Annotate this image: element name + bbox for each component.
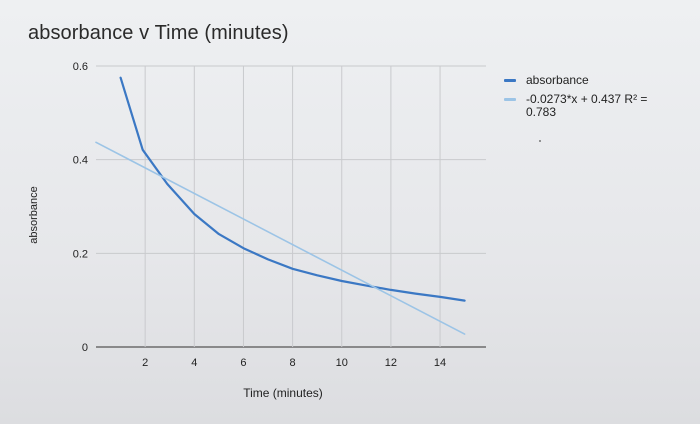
x-tick-label: 4: [191, 357, 197, 369]
legend-swatch-absorbance: [504, 79, 516, 82]
x-tick-label: 2: [142, 357, 148, 369]
absorbance-series-line: [119, 76, 466, 302]
x-tick-label: 10: [336, 357, 348, 369]
y-tick-label: 0.6: [73, 61, 88, 73]
legend-item-trendline[interactable]: -0.0273*x + 0.437 R² = 0.783: [500, 93, 680, 119]
legend-swatch-trendline: [504, 98, 516, 101]
chart-title: absorbance v Time (minutes): [28, 22, 289, 44]
x-tick-label: 6: [240, 357, 246, 369]
chart-legend: absorbance -0.0273*x + 0.437 R² = 0.783: [500, 74, 680, 125]
legend-label-absorbance: absorbance: [526, 73, 589, 87]
y-axis-title: absorbance: [28, 186, 40, 244]
trendline-series-line: [95, 141, 466, 335]
x-tick-label: 14: [434, 357, 446, 369]
y-tick-label: 0.2: [73, 248, 88, 260]
legend-item-absorbance[interactable]: absorbance: [500, 74, 680, 87]
x-axis-title: Time (minutes): [243, 386, 323, 400]
legend-label-trendline: -0.0273*x + 0.437 R² = 0.783: [526, 92, 648, 119]
stray-mark: [539, 140, 541, 142]
y-tick-label: 0.4: [73, 155, 88, 167]
x-tick-label: 12: [385, 357, 397, 369]
x-tick-label: 8: [290, 357, 296, 369]
y-tick-label: 0: [82, 342, 88, 354]
